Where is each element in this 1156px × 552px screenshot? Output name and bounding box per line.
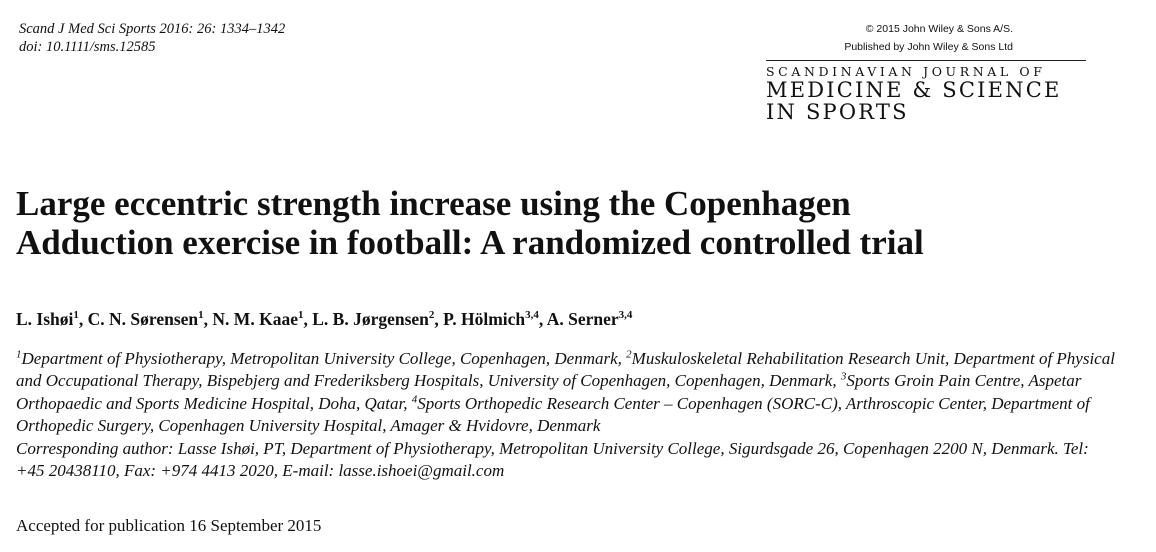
- affiliation-mark: 1: [16, 348, 22, 361]
- author-affiliation-mark: 3,4: [618, 309, 633, 322]
- author-name: P. Hölmich: [443, 309, 526, 329]
- author: N. M. Kaae1,: [212, 309, 312, 329]
- author: L. Ishøi1,: [16, 309, 88, 329]
- author-separator: ,: [538, 309, 547, 329]
- affiliation-mark: 4: [411, 393, 418, 406]
- journal-name-line3: IN SPORTS: [766, 100, 909, 124]
- affiliation-list: 1Department of Physiotherapy, Metropolit…: [16, 348, 1116, 438]
- citation-block: Scand J Med Sci Sports 2016: 26: 1334–13…: [19, 20, 285, 56]
- author-affiliation-mark: 1: [198, 309, 204, 322]
- author: A. Serner3,4: [547, 309, 633, 329]
- accepted-date: Accepted for publication 16 September 20…: [16, 516, 322, 535]
- affiliation-3: Sports Groin Pain Centre, Aspetar Orthop…: [16, 371, 1082, 413]
- author-list: L. Ishøi1, C. N. Sørensen1, N. M. Kaae1,…: [16, 308, 632, 330]
- author: L. B. Jørgensen2,: [312, 309, 443, 329]
- journal-name-line1: SCANDINAVIAN JOURNAL OF: [766, 64, 1046, 79]
- author-name: C. N. Sørensen: [87, 309, 199, 329]
- author-separator: ,: [78, 309, 88, 329]
- author-affiliation-mark: 2: [428, 309, 435, 322]
- article-title-line1: Large eccentric strength increase using …: [16, 184, 851, 223]
- author-name: L. Ishøi: [16, 309, 74, 329]
- affiliation-4: Sports Orthopedic Research Center – Cope…: [16, 393, 1090, 436]
- article-title-line2: Adduction exercise in football: A random…: [16, 223, 924, 262]
- corresponding-author: Corresponding author: Lasse Ishøi, PT, D…: [16, 438, 1089, 481]
- affiliation-mark: 3: [840, 370, 847, 383]
- journal-rule: [766, 60, 1086, 61]
- affiliation-mark: 2: [626, 348, 632, 361]
- publisher-block: © 2015 John Wiley & Sons A/S. Published …: [844, 20, 1013, 56]
- author: C. N. Sørensen1,: [88, 309, 213, 329]
- affiliation-2: Muskuloskeletal Rehabilitation Research …: [16, 349, 1115, 391]
- citation-volume: Scand J Med Sci Sports 2016: 26: 1334–13…: [19, 21, 286, 37]
- published-by: Published by John Wiley & Sons Ltd: [844, 41, 1013, 53]
- author-name: N. M. Kaae: [212, 309, 298, 329]
- author: P. Hölmich3,4,: [443, 309, 547, 329]
- article-title: Large eccentric strength increase using …: [16, 184, 1116, 262]
- affiliations: 1Department of Physiotherapy, Metropolit…: [16, 348, 1116, 482]
- author-separator: ,: [434, 309, 444, 329]
- author-name: A. Serner: [546, 309, 619, 329]
- citation-doi: doi: 10.1111/sms.12585: [19, 39, 156, 55]
- author-separator: ,: [303, 309, 313, 329]
- author-affiliation-mark: 1: [73, 309, 79, 322]
- journal-name-line2: MEDICINE & SCIENCE: [766, 78, 1062, 102]
- affiliation-1: Department of Physiotherapy, Metropolita…: [21, 349, 627, 368]
- journal-logo: SCANDINAVIAN JOURNAL OF MEDICINE & SCIEN…: [766, 64, 1062, 123]
- author-separator: ,: [203, 309, 213, 329]
- author-name: L. B. Jørgensen: [312, 309, 429, 329]
- author-affiliation-mark: 1: [297, 309, 304, 322]
- author-affiliation-mark: 3,4: [525, 309, 539, 322]
- copyright-notice: © 2015 John Wiley & Sons A/S.: [865, 23, 1013, 35]
